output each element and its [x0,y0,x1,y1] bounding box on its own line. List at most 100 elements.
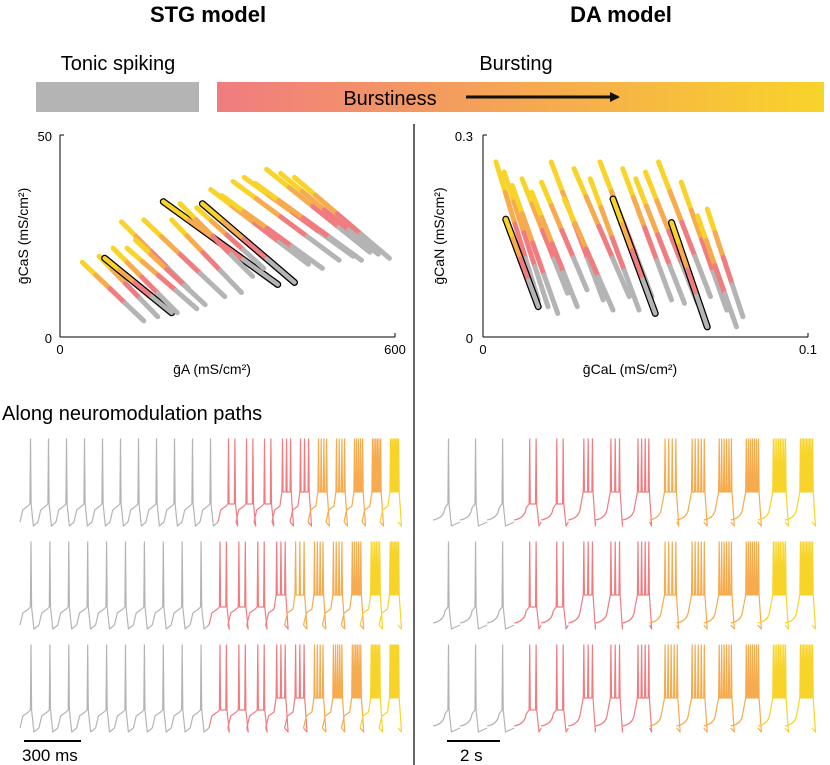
stg-xtick-right: 600 [384,342,406,357]
stg-burst [55,438,75,527]
stg-path [132,237,208,308]
da-burst [459,541,488,630]
stg-path [230,178,342,263]
da-burst [757,644,790,733]
da-burst [757,438,790,527]
da-path [633,176,687,306]
stg-burst [227,644,249,733]
da-path [678,179,730,313]
stg-path [110,245,180,316]
stg-xlabel: ḡA (mS/cm²) [173,361,251,377]
stg-burst [208,644,230,733]
stg-burst [359,644,384,733]
da-burst [757,541,790,630]
da-burst [595,438,624,527]
da-ylabel: ḡCaN (mS/cm²) [431,187,447,284]
stg-burst [163,438,183,527]
da-scalebar-label: 2 s [460,746,483,765]
da-burst [703,438,735,527]
stg-burst [361,438,385,527]
da-path [668,219,711,331]
stg-ylabel: ḡCaS (mS/cm²) [15,188,31,284]
stg-burst [302,644,327,733]
stg-burst [246,541,268,630]
stg-burst [265,644,289,733]
da-burst [514,541,542,630]
da-path [529,189,580,310]
stg-burst [170,541,191,630]
stg-path [219,193,325,271]
da-burst [459,438,488,527]
da-burst [541,644,569,733]
da-trace-row [432,541,817,630]
da-burst [541,438,569,527]
stg-burst [76,541,96,630]
stg-burst [109,438,129,527]
da-burst [622,541,653,630]
da-path [587,176,642,313]
da-burst [432,644,461,733]
da-header: DA model [570,2,672,27]
da-trace-row [432,438,817,527]
da-burst [568,438,597,527]
da-burst [730,644,762,733]
stg-burst [265,541,289,630]
da-burst [649,438,680,527]
stg-burst [302,541,327,630]
da-xlabel: ḡCaL (mS/cm²) [583,361,677,377]
da-path [571,166,632,300]
da-burst [568,541,597,630]
stg-burst [284,644,308,733]
stg-burst [378,541,403,630]
stg-burst [57,644,78,733]
stg-burst [253,438,275,527]
stg-burst [145,438,165,527]
stg-burst [38,644,59,733]
stg-header: STG model [150,2,266,27]
stg-burst [208,541,230,630]
da-burst [676,644,708,733]
stg-burst [378,644,403,733]
stg-burst [289,438,313,527]
stg-trace-panel [19,438,403,733]
stg-burst [151,541,172,630]
da-burst [703,541,735,630]
stg-path [252,180,364,263]
stg-burst [57,541,78,630]
stg-burst [343,438,367,527]
stg-burst [321,644,346,733]
stg-burst [170,644,191,733]
da-path [501,169,551,310]
da-paths [493,159,746,331]
stg-burst [340,644,365,733]
stg-path [177,201,256,279]
da-path [620,166,674,303]
da-path [609,195,659,317]
stg-path [141,217,228,300]
stg-burst [73,438,93,527]
da-burst [514,438,542,527]
da-path [704,206,746,320]
stg-trace-row [19,541,403,630]
da-path [519,176,570,296]
da-burst [703,644,735,733]
da-burst [730,438,762,527]
da-path [502,215,542,311]
stg-path [198,200,298,286]
stg-path [101,254,176,317]
tonic-label: Tonic spiking [61,53,176,75]
da-burst [595,541,624,630]
stg-burst [127,438,147,527]
da-burst [595,644,624,733]
stg-path [278,170,381,257]
da-path [493,159,541,303]
section-label: Along neuromodulation paths [2,403,262,425]
da-burst [784,438,817,527]
stg-path [124,245,200,312]
stg-burst [359,541,384,630]
da-path [509,183,561,316]
stg-burst [189,644,210,733]
stg-burst [132,644,153,733]
da-xtick-left: 0 [479,342,486,357]
stg-ytick-bottom: 0 [45,331,52,346]
